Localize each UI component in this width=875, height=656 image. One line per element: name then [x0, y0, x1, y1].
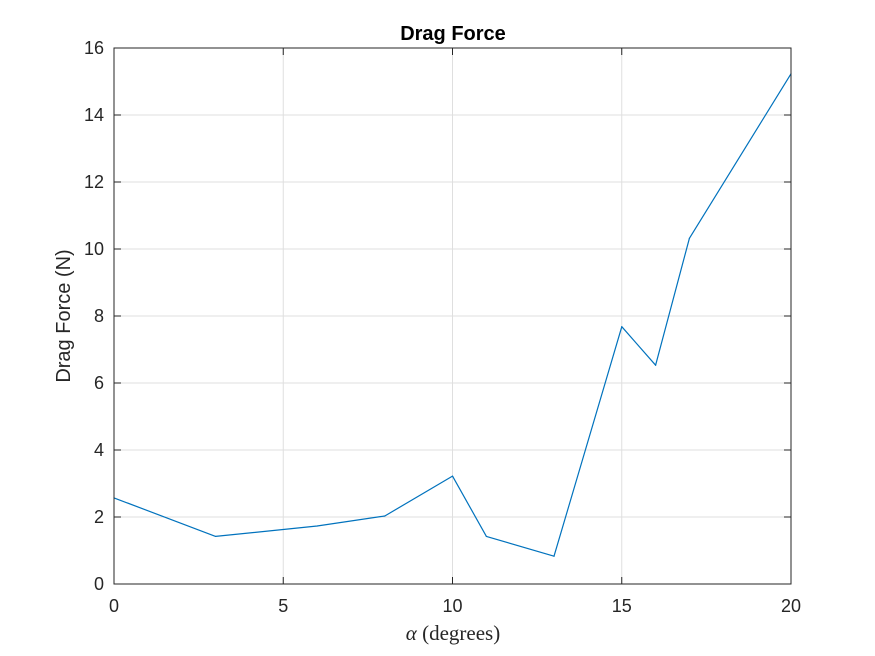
x-axis-label: α (degrees)	[406, 621, 500, 645]
y-tick-label: 16	[84, 38, 104, 58]
y-tick-labels: 0 2 4 6 8 10 12 14 16	[84, 38, 104, 594]
y-tick-label: 12	[84, 172, 104, 192]
y-tick-label: 0	[94, 574, 104, 594]
grid-lines	[114, 48, 791, 584]
data-point	[214, 535, 217, 538]
x-tick-label: 5	[278, 596, 288, 616]
chart-title: Drag Force	[400, 23, 506, 45]
data-point	[316, 525, 318, 527]
y-tick-label: 6	[94, 373, 104, 393]
x-tick-label: 10	[442, 596, 462, 616]
x-axis-label-unit: (degrees)	[422, 621, 500, 645]
y-tick-label: 4	[94, 440, 104, 460]
y-axis-label: Drag Force (N)	[53, 249, 75, 382]
data-point	[485, 535, 487, 538]
y-tick-label: 8	[94, 306, 104, 326]
y-tick-label: 14	[84, 105, 104, 125]
y-tick-label: 2	[94, 507, 104, 527]
data-point	[451, 475, 454, 477]
data-point	[621, 326, 623, 328]
data-series	[113, 73, 792, 557]
x-tick-labels: 0 5 10 15 20	[109, 596, 801, 616]
data-point	[688, 237, 691, 239]
x-axis-label-symbol: α	[406, 621, 418, 645]
tick-marks	[113, 47, 792, 585]
y-tick-label: 10	[84, 239, 104, 259]
data-point	[655, 364, 657, 366]
x-tick-label: 20	[781, 596, 801, 616]
data-point	[384, 515, 386, 517]
x-tick-label: 15	[612, 596, 632, 616]
x-tick-label: 0	[109, 596, 119, 616]
data-point	[553, 555, 555, 557]
